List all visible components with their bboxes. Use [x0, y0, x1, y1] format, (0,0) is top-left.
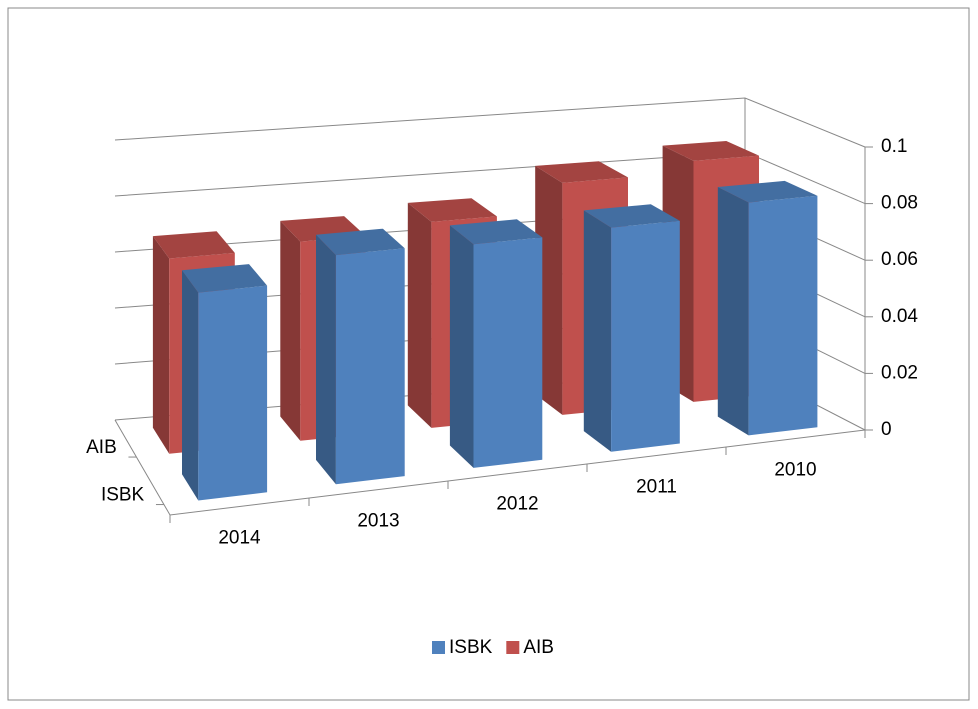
x-tick-label: 2011 — [636, 477, 677, 498]
bar-front — [198, 285, 268, 501]
x-tick-label: 2010 — [774, 460, 816, 481]
bar-side — [407, 202, 432, 428]
y-tick-label: 0.04 — [881, 306, 918, 327]
bar-front — [611, 220, 680, 452]
bar-front — [335, 248, 405, 485]
bar-side — [449, 225, 474, 468]
bar-top — [182, 264, 268, 293]
y-tick-label: 0.08 — [881, 193, 918, 214]
x-tick-label: 2012 — [496, 494, 538, 515]
bar-top — [662, 141, 759, 161]
bar-top — [583, 204, 680, 228]
legend-swatch — [506, 641, 520, 654]
bar-side — [316, 234, 336, 485]
x-tick-label: 2013 — [357, 511, 399, 532]
bar — [583, 204, 680, 452]
bar-side — [583, 210, 612, 452]
y-tick-label: 0.1 — [881, 136, 907, 157]
series-axis-label: ISBK — [101, 484, 145, 505]
x-tick-label: 2014 — [218, 528, 261, 549]
y-tick-label: 0 — [881, 419, 892, 440]
legend-label: ISBK — [449, 637, 493, 658]
series-axis-label: AIB — [86, 437, 117, 458]
bar-top — [152, 231, 235, 259]
bar-top — [535, 161, 628, 183]
bar — [717, 180, 818, 436]
bar — [449, 219, 543, 468]
bar — [182, 264, 268, 501]
bar-side — [182, 270, 199, 501]
bar — [316, 228, 405, 485]
legend-label: AIB — [523, 637, 554, 658]
legend-swatch — [432, 641, 445, 654]
bar-top — [717, 180, 818, 203]
bar-top — [449, 219, 543, 245]
y-tick-label: 0.06 — [881, 249, 918, 270]
bar-front — [748, 195, 818, 436]
bar-side — [280, 220, 301, 441]
bar-side — [152, 236, 170, 454]
bar-top — [316, 228, 405, 256]
y-tick-label: 0.02 — [881, 362, 918, 383]
bar-side — [717, 187, 749, 436]
bar-front — [473, 237, 543, 468]
bar-top — [407, 198, 497, 222]
